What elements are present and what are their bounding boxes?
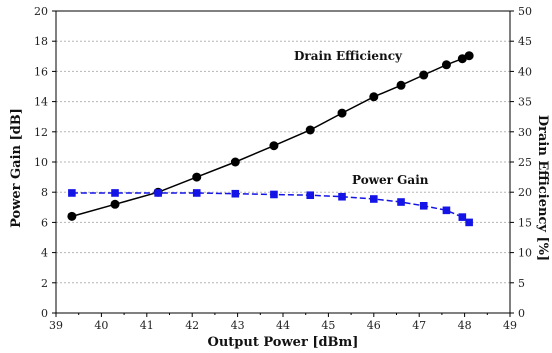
power-gain-point — [458, 213, 467, 221]
series-layer — [67, 51, 474, 227]
x-tick-label: 48 — [458, 319, 472, 332]
y-left-tick-label: 0 — [41, 307, 48, 320]
drain-efficiency-point — [337, 108, 347, 118]
power-gain-point — [270, 190, 278, 199]
y-right-tick-label: 30 — [518, 126, 532, 139]
x-tick-label: 41 — [140, 319, 154, 332]
drain-efficiency-point — [457, 54, 467, 64]
power-gain-point — [338, 192, 346, 201]
y-right-tick-label: 40 — [518, 65, 532, 78]
text-layer: Output Power [dBm] Power Gain [dB] Drain… — [9, 5, 550, 350]
axes-layer — [52, 10, 514, 317]
x-tick-label: 46 — [367, 319, 381, 332]
power-gain-point — [231, 189, 240, 198]
drain-efficiency-annotation: Drain Efficiency — [294, 49, 403, 63]
power-gain-point — [465, 218, 473, 227]
x-tick-label: 45 — [321, 319, 335, 332]
power-gain-point — [442, 206, 451, 215]
y-left-tick-label: 6 — [41, 216, 48, 229]
y-right-tick-label: 45 — [518, 35, 532, 48]
y-right-tick-label: 15 — [518, 216, 532, 229]
power-gain-point — [419, 201, 428, 210]
y-left-tick-label: 2 — [41, 277, 48, 290]
y-axis-title-left: Power Gain [dB] — [9, 108, 24, 228]
y-left-tick-label: 4 — [41, 247, 48, 260]
y-left-tick-label: 10 — [34, 156, 48, 169]
x-tick-label: 49 — [503, 319, 517, 332]
power-gain-point — [397, 198, 405, 206]
y-left-tick-label: 8 — [41, 186, 48, 199]
y-right-tick-label: 20 — [518, 186, 532, 199]
y-right-tick-label: 50 — [518, 5, 532, 18]
x-tick-label: 43 — [231, 319, 245, 332]
y-right-tick-label: 10 — [518, 247, 532, 260]
power-gain-line — [71, 192, 470, 223]
y-right-tick-label: 0 — [518, 307, 525, 320]
drain-efficiency-point — [269, 141, 279, 151]
power-gain-point — [192, 189, 201, 197]
y-right-tick-label: 35 — [518, 96, 532, 109]
x-tick-label: 47 — [412, 319, 426, 332]
drain-efficiency-point — [192, 172, 202, 182]
y-left-tick-label: 18 — [34, 35, 48, 48]
drain-efficiency-point — [441, 60, 451, 70]
drain-efficiency-point — [369, 92, 379, 102]
x-tick-label: 40 — [94, 319, 108, 332]
drain-efficiency-point — [396, 80, 406, 90]
drain-efficiency-point — [230, 157, 240, 167]
drain-efficiency-point — [110, 199, 120, 209]
power-gain-point — [154, 189, 162, 197]
y-left-tick-label: 16 — [34, 65, 48, 78]
grid-layer — [56, 40, 510, 284]
power-gain-point — [68, 189, 76, 197]
drain-efficiency-point — [464, 51, 474, 61]
y-left-tick-label: 20 — [34, 5, 48, 18]
drain-efficiency-point — [419, 70, 429, 80]
drain-efficiency-point — [67, 211, 77, 221]
x-axis-title: Output Power [dBm] — [208, 335, 359, 350]
power-gain-point — [306, 191, 315, 200]
x-tick-label: 44 — [276, 319, 290, 332]
power-gain-point — [111, 189, 119, 197]
power-gain-point — [370, 195, 378, 203]
drain-efficiency-point — [305, 125, 315, 135]
power-gain-annotation: Power Gain — [352, 173, 429, 187]
y-right-tick-label: 25 — [518, 156, 532, 169]
y-right-tick-label: 5 — [518, 277, 525, 290]
y-left-tick-label: 12 — [34, 126, 48, 139]
y-left-tick-label: 14 — [34, 96, 48, 109]
x-tick-label: 39 — [49, 319, 63, 332]
x-tick-label: 42 — [185, 319, 199, 332]
y-axis-title-right: Drain Efficiency [%] — [535, 115, 550, 261]
